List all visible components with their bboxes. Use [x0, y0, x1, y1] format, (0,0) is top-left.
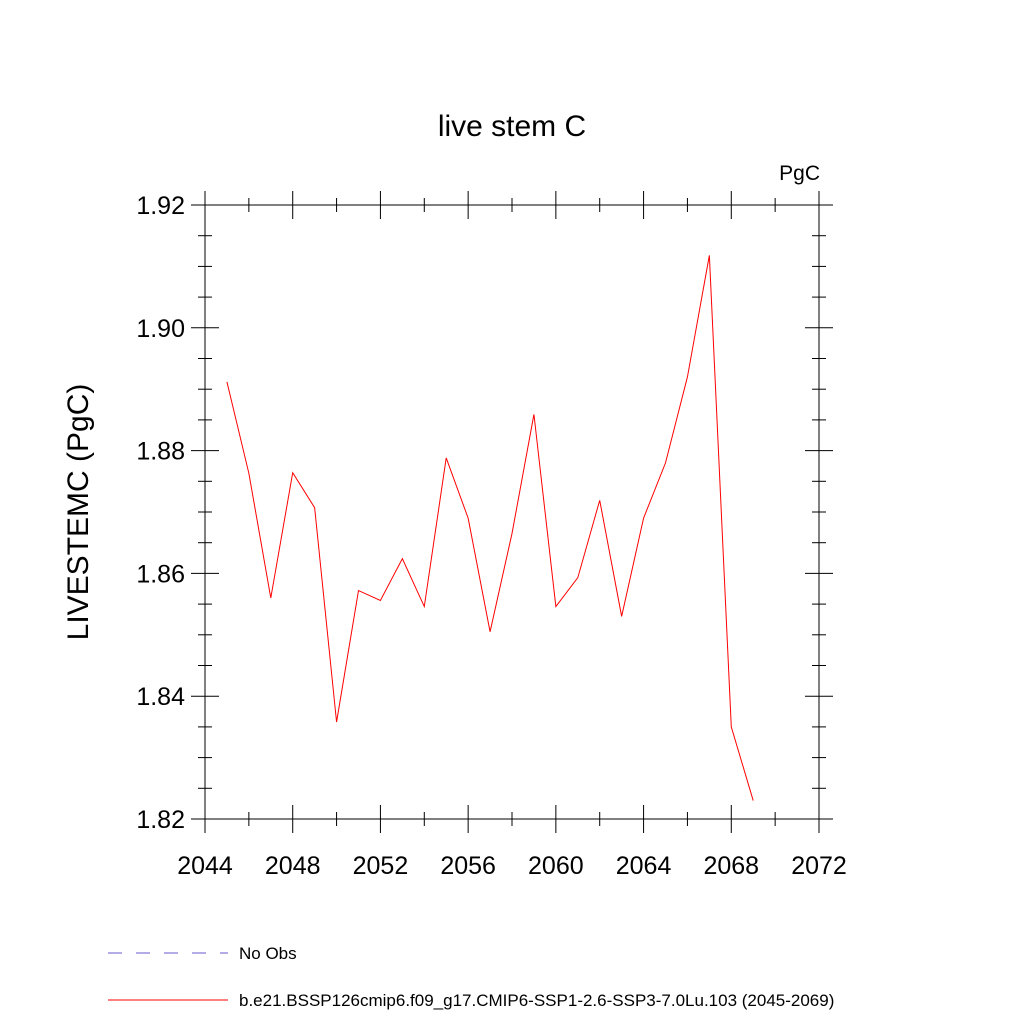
y-tick-label: 1.88 — [136, 438, 185, 466]
series-layer — [226, 255, 754, 801]
legend: No Obs b.e21.BSSP126cmip6.f09_g17.CMIP6-S… — [108, 944, 834, 1010]
series-line — [226, 255, 754, 801]
x-tick-label: 2068 — [703, 852, 759, 880]
legend-label: No Obs — [239, 944, 297, 963]
x-tick-label: 2044 — [177, 852, 233, 880]
plot-frame — [204, 204, 820, 820]
legend-label: b.e21.BSSP126cmip6.f09_g17.CMIP6-SSP1-2.… — [239, 991, 834, 1010]
y-tick-label: 1.86 — [136, 560, 185, 588]
y-tick-labels: 1.82 1.84 1.86 1.88 1.90 1.92 — [136, 192, 185, 834]
x-tick-label: 2064 — [616, 852, 672, 880]
y-tick-label: 1.84 — [136, 683, 185, 711]
x-tick-label: 2072 — [791, 852, 847, 880]
units-label: PgC — [779, 162, 820, 185]
x-tick-label: 2052 — [353, 852, 409, 880]
y-axis-label: LIVESTEMC (PgC) — [62, 384, 95, 641]
chart-title: live stem C — [438, 110, 586, 143]
y-tick-label: 1.92 — [136, 192, 185, 220]
axis-ticks — [191, 191, 833, 833]
x-tick-labels: 2044 2048 2052 2056 2060 2064 2068 2072 — [177, 852, 847, 880]
x-tick-label: 2056 — [440, 852, 496, 880]
x-tick-label: 2060 — [528, 852, 584, 880]
y-tick-label: 1.82 — [136, 806, 185, 834]
y-tick-label: 1.90 — [136, 315, 185, 343]
x-tick-label: 2048 — [265, 852, 321, 880]
